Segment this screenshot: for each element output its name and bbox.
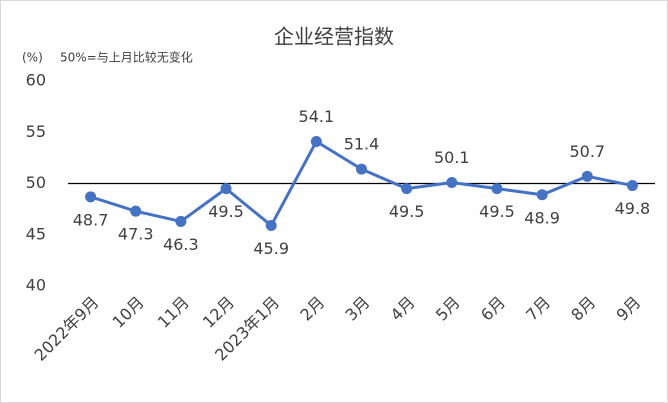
data-label: 49.5 [389,202,425,221]
data-label: 45.9 [253,239,289,258]
marker [356,163,367,175]
data-label: 54.1 [299,107,335,126]
data-label: 49.5 [479,202,515,221]
marker [265,220,277,232]
y-tick-label: 45 [26,224,46,243]
y-tick-label: 50 [26,173,46,192]
chart-title: 企业经营指数 [274,25,394,49]
marker [175,215,187,227]
data-label: 50.1 [434,148,470,167]
data-label: 46.3 [163,235,199,254]
y-tick-label: 55 [26,122,46,141]
data-label: 48.7 [73,210,109,229]
data-label: 51.4 [344,135,380,154]
marker [130,205,142,217]
data-label: 48.9 [524,208,560,227]
marker [220,183,232,195]
marker [536,189,548,201]
y-tick-label: 60 [26,71,46,90]
marker [491,183,503,195]
marker [446,176,458,188]
marker [85,191,97,203]
data-label: 49.5 [208,202,244,221]
marker [626,180,638,192]
y-tick-label: 40 [26,276,46,295]
data-label: 50.7 [569,142,605,161]
annotation: 50%=与上月比较无变化 [60,50,193,65]
data-label: 49.8 [615,199,651,218]
marker [401,183,413,195]
marker [581,170,593,182]
data-label: 47.3 [118,225,154,244]
marker [310,135,322,147]
y-unit: (%) [22,51,43,65]
